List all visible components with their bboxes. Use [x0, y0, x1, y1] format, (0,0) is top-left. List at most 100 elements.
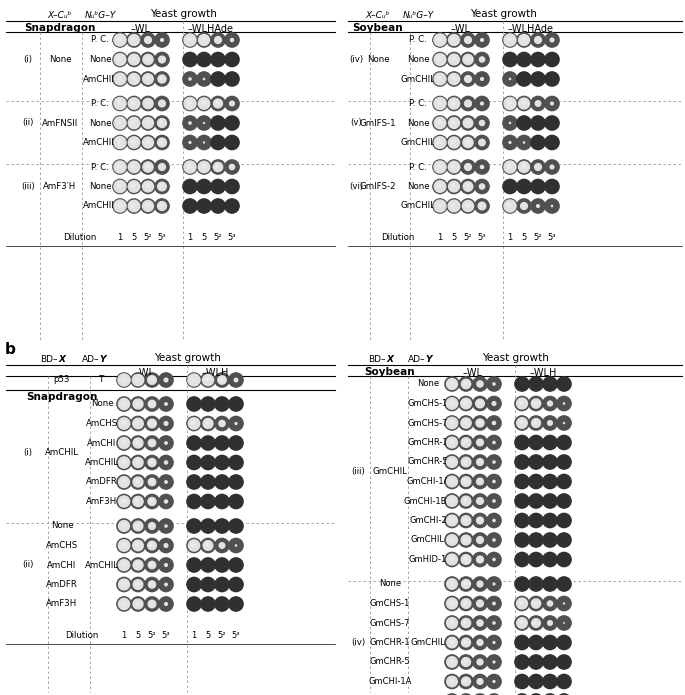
- Circle shape: [161, 39, 163, 42]
- Text: 5²: 5²: [144, 233, 152, 241]
- Circle shape: [229, 558, 243, 572]
- Circle shape: [118, 76, 121, 80]
- Circle shape: [522, 101, 525, 104]
- Circle shape: [150, 480, 152, 482]
- Circle shape: [477, 659, 483, 665]
- Text: GmIFS-2: GmIFS-2: [360, 182, 397, 191]
- Text: 1: 1: [188, 233, 192, 241]
- Text: Dilution: Dilution: [382, 233, 414, 241]
- Circle shape: [117, 597, 131, 611]
- Circle shape: [543, 694, 557, 695]
- Circle shape: [487, 494, 501, 508]
- Circle shape: [466, 204, 469, 207]
- Text: –WLHAde: –WLHAde: [508, 24, 554, 34]
- Text: X–Cᵤᵇ: X–Cᵤᵇ: [366, 11, 390, 20]
- Circle shape: [229, 494, 243, 509]
- Circle shape: [197, 199, 211, 213]
- Circle shape: [117, 494, 131, 509]
- Circle shape: [534, 402, 536, 404]
- Text: –WLH: –WLH: [530, 368, 557, 378]
- Text: 5³: 5³: [548, 233, 556, 241]
- Text: GmCHR-5: GmCHR-5: [408, 457, 448, 466]
- Circle shape: [545, 33, 559, 47]
- Circle shape: [477, 517, 484, 524]
- Circle shape: [146, 101, 149, 104]
- Circle shape: [201, 373, 215, 387]
- Circle shape: [229, 397, 243, 411]
- Circle shape: [515, 377, 529, 391]
- Circle shape: [515, 416, 529, 430]
- Circle shape: [136, 563, 138, 566]
- Text: GmCHIL: GmCHIL: [410, 638, 445, 647]
- Circle shape: [438, 184, 441, 188]
- Circle shape: [459, 635, 473, 650]
- Circle shape: [445, 396, 459, 411]
- Circle shape: [118, 374, 130, 386]
- Circle shape: [462, 638, 471, 647]
- Text: None: None: [366, 55, 389, 64]
- Text: None: None: [88, 55, 111, 64]
- Circle shape: [447, 97, 461, 111]
- Circle shape: [461, 72, 475, 86]
- Circle shape: [214, 37, 221, 43]
- Circle shape: [515, 396, 529, 411]
- Text: (ii): (ii): [23, 119, 34, 127]
- Circle shape: [445, 553, 459, 566]
- Circle shape: [515, 435, 529, 450]
- Circle shape: [122, 524, 125, 527]
- Circle shape: [459, 416, 473, 430]
- Circle shape: [113, 72, 127, 86]
- Circle shape: [133, 418, 143, 429]
- Circle shape: [447, 457, 458, 468]
- Circle shape: [119, 579, 129, 590]
- Circle shape: [450, 557, 453, 560]
- Circle shape: [503, 199, 517, 213]
- Circle shape: [114, 34, 126, 46]
- Circle shape: [117, 475, 131, 489]
- Circle shape: [229, 416, 243, 431]
- Circle shape: [543, 655, 557, 669]
- Circle shape: [215, 494, 229, 509]
- Circle shape: [128, 181, 140, 193]
- Circle shape: [145, 519, 159, 533]
- Circle shape: [478, 202, 486, 210]
- Circle shape: [550, 165, 554, 169]
- Circle shape: [449, 35, 460, 45]
- Circle shape: [159, 56, 165, 63]
- Circle shape: [229, 578, 243, 591]
- Circle shape: [187, 578, 201, 591]
- Circle shape: [225, 160, 239, 174]
- Circle shape: [113, 199, 127, 213]
- Circle shape: [206, 421, 209, 424]
- Text: None: None: [407, 119, 429, 127]
- Circle shape: [438, 38, 441, 41]
- Circle shape: [136, 441, 138, 443]
- Circle shape: [557, 455, 571, 469]
- Circle shape: [473, 577, 487, 591]
- Circle shape: [132, 38, 135, 41]
- Circle shape: [534, 37, 541, 43]
- Circle shape: [119, 540, 129, 551]
- Circle shape: [215, 519, 229, 533]
- Circle shape: [450, 480, 453, 482]
- Circle shape: [463, 181, 473, 191]
- Text: 5: 5: [451, 233, 457, 241]
- Circle shape: [128, 74, 140, 85]
- Circle shape: [461, 97, 475, 111]
- Circle shape: [158, 138, 166, 147]
- Text: None: None: [51, 521, 73, 530]
- Circle shape: [459, 514, 473, 528]
- Circle shape: [477, 478, 484, 485]
- Text: 5: 5: [206, 630, 210, 639]
- Circle shape: [235, 423, 237, 425]
- Text: None: None: [379, 580, 401, 589]
- Circle shape: [187, 436, 201, 450]
- Circle shape: [529, 553, 543, 566]
- Text: None: None: [88, 119, 111, 127]
- Circle shape: [133, 521, 143, 531]
- Text: GmCHI-1B2: GmCHI-1B2: [403, 496, 452, 505]
- Circle shape: [150, 563, 152, 565]
- Text: 5: 5: [132, 233, 136, 241]
- Circle shape: [503, 33, 517, 47]
- Circle shape: [159, 416, 173, 431]
